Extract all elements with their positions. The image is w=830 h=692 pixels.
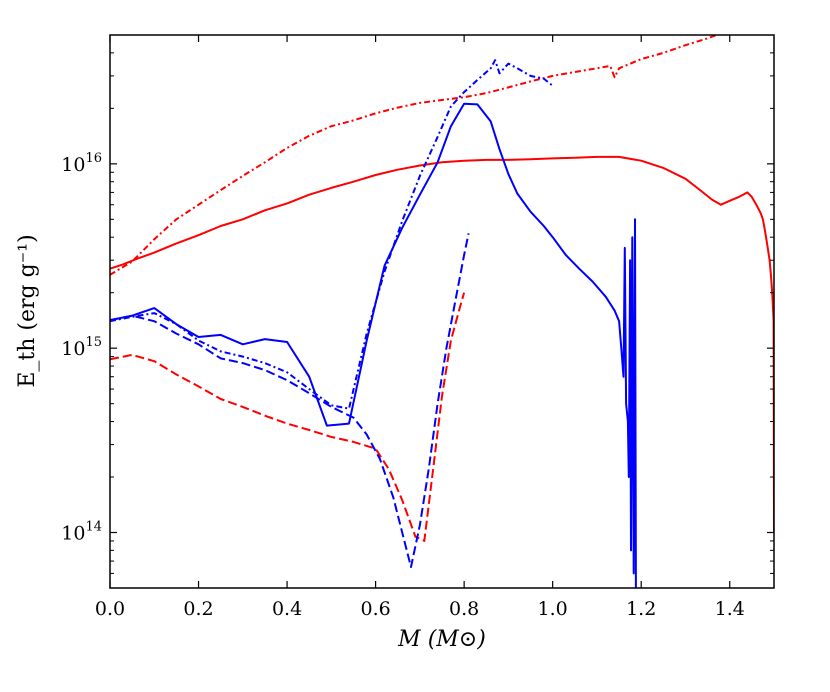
y-tick-label: 1015	[61, 335, 102, 360]
x-tick-label: 1.4	[715, 598, 745, 620]
x-tick-label: 0.4	[272, 598, 302, 620]
x-tick-label: 0.6	[360, 598, 390, 620]
y-tick-label: 1016	[61, 151, 102, 176]
x-tick-label: 1.2	[626, 598, 656, 620]
x-tick-label: 0.8	[449, 598, 479, 620]
series-line-red-solid	[110, 155, 774, 533]
plot-background	[110, 35, 774, 588]
y-axis-label: E_th (erg g⁻¹)	[15, 234, 40, 387]
x-tick-label: 0.2	[183, 598, 213, 620]
series-layer	[110, 35, 774, 588]
plot-frame	[109, 34, 775, 589]
series-line-red-dashed	[110, 292, 466, 542]
series-line-blue-dashed	[110, 233, 470, 568]
x-tick-label: 0.0	[95, 598, 125, 620]
series-line-red-dashdot	[110, 35, 720, 276]
y-tick-label: 1014	[61, 520, 102, 545]
x-axis-label: M (M⊙)	[397, 627, 486, 652]
x-tick-label: 1.0	[538, 598, 568, 620]
series-line-blue-solid	[110, 102, 637, 588]
tick-layer: 0.0 0.2 0.4 0.6 0.8 1.0 1.2 1.4 1014 1015 1016	[61, 35, 774, 620]
